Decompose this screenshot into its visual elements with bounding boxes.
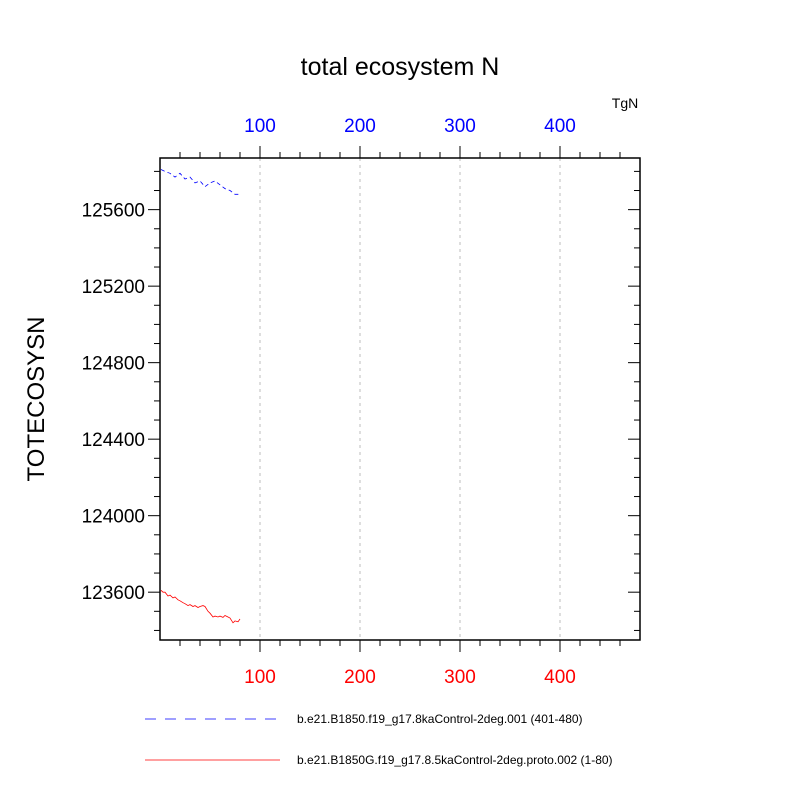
plot-frame	[159, 157, 641, 641]
series-line-0	[160, 169, 240, 195]
x-bottom-tick-label-0: 100	[244, 667, 276, 688]
units-label: TgN	[612, 95, 638, 111]
y-tick-label-4: 125200	[82, 277, 145, 298]
x-bottom-tick-label-2: 300	[444, 667, 476, 688]
x-bottom-tick-label-1: 200	[344, 667, 376, 688]
y-tick-label-2: 124400	[82, 430, 145, 451]
y-axis-label: TOTECOSYSN	[23, 317, 50, 482]
y-tick-label-3: 124800	[82, 354, 145, 375]
legend: b.e21.B1850.f19_g17.8kaControl-2deg.001 …	[145, 712, 613, 767]
ticks-group: 123600 124000 124400 124800 125200 125600 100 2…	[82, 116, 640, 688]
x-top-tick-label-2: 300	[444, 116, 476, 137]
y-tick-label-1: 124000	[82, 507, 145, 528]
legend-label-0: b.e21.B1850.f19_g17.8kaControl-2deg.001 …	[297, 712, 583, 726]
x-top-tick-label-1: 200	[344, 116, 376, 137]
legend-label-1: b.e21.B1850G.f19_g17.8.5kaControl-2deg.p…	[297, 753, 613, 767]
chart-title: total ecosystem N	[301, 53, 500, 81]
series-group	[160, 169, 241, 624]
x-top-tick-label-0: 100	[244, 116, 276, 137]
y-tick-label-0: 123600	[82, 583, 145, 604]
grid	[259, 158, 561, 640]
series-line-1	[160, 590, 241, 624]
x-top-tick-label-3: 400	[544, 116, 576, 137]
y-tick-label-5: 125600	[82, 201, 145, 222]
x-bottom-tick-label-3: 400	[544, 667, 576, 688]
